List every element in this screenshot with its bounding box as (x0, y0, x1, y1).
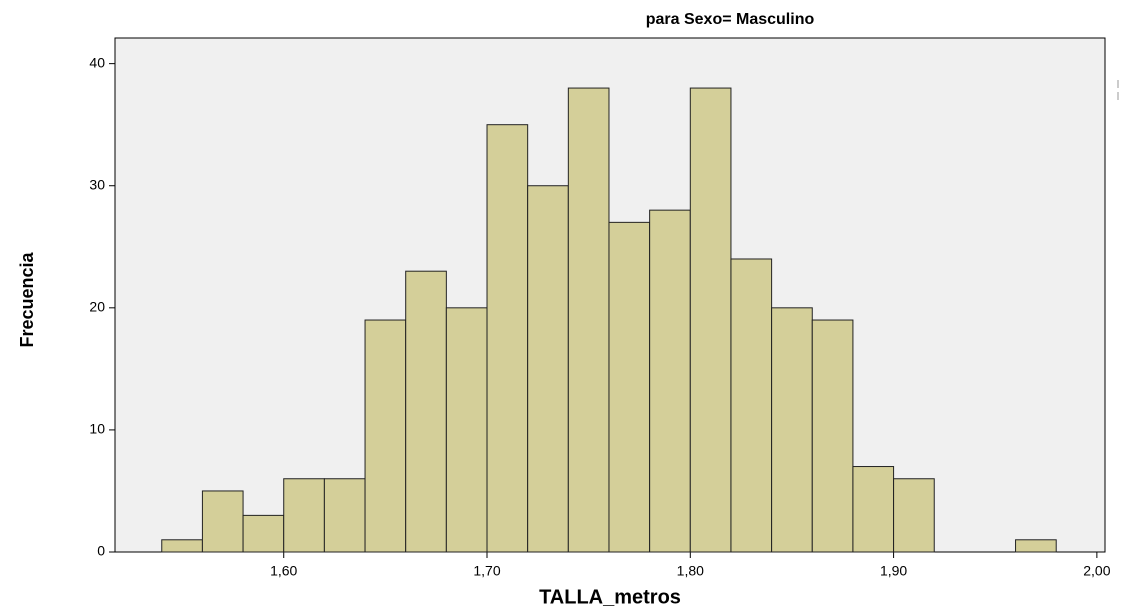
x-tick-label: 1,80 (677, 563, 704, 579)
bar (1015, 539, 1057, 553)
bar (323, 478, 366, 553)
bar (730, 258, 773, 553)
y-tick-label: 10 (89, 421, 105, 437)
bar (445, 307, 488, 553)
x-tick-label: 1,60 (270, 563, 297, 579)
bar (893, 478, 935, 553)
bar (161, 539, 203, 553)
bar (771, 307, 813, 553)
bar (852, 466, 895, 553)
y-axis-label: Frecuencia (17, 251, 37, 347)
bar (689, 87, 732, 553)
bar (649, 209, 691, 553)
x-tick-label: 1,90 (880, 563, 907, 579)
bar (811, 319, 854, 553)
bar (242, 514, 285, 553)
x-tick-label: 2,00 (1083, 563, 1110, 579)
x-tick-label: 1,70 (473, 563, 500, 579)
y-tick-label: 30 (89, 176, 105, 192)
bar (201, 490, 244, 553)
bar (567, 87, 610, 553)
y-tick-label: 0 (97, 543, 105, 559)
bar (608, 221, 651, 553)
y-tick-label: 40 (89, 54, 105, 70)
bar (405, 270, 447, 553)
x-axis-label: TALLA_metros (539, 586, 681, 608)
bar (527, 185, 569, 553)
bar (486, 124, 529, 553)
bar (364, 319, 407, 553)
y-tick-label: 20 (89, 299, 105, 315)
bar (283, 478, 325, 553)
chart-title: para Sexo= Masculino (646, 11, 815, 28)
